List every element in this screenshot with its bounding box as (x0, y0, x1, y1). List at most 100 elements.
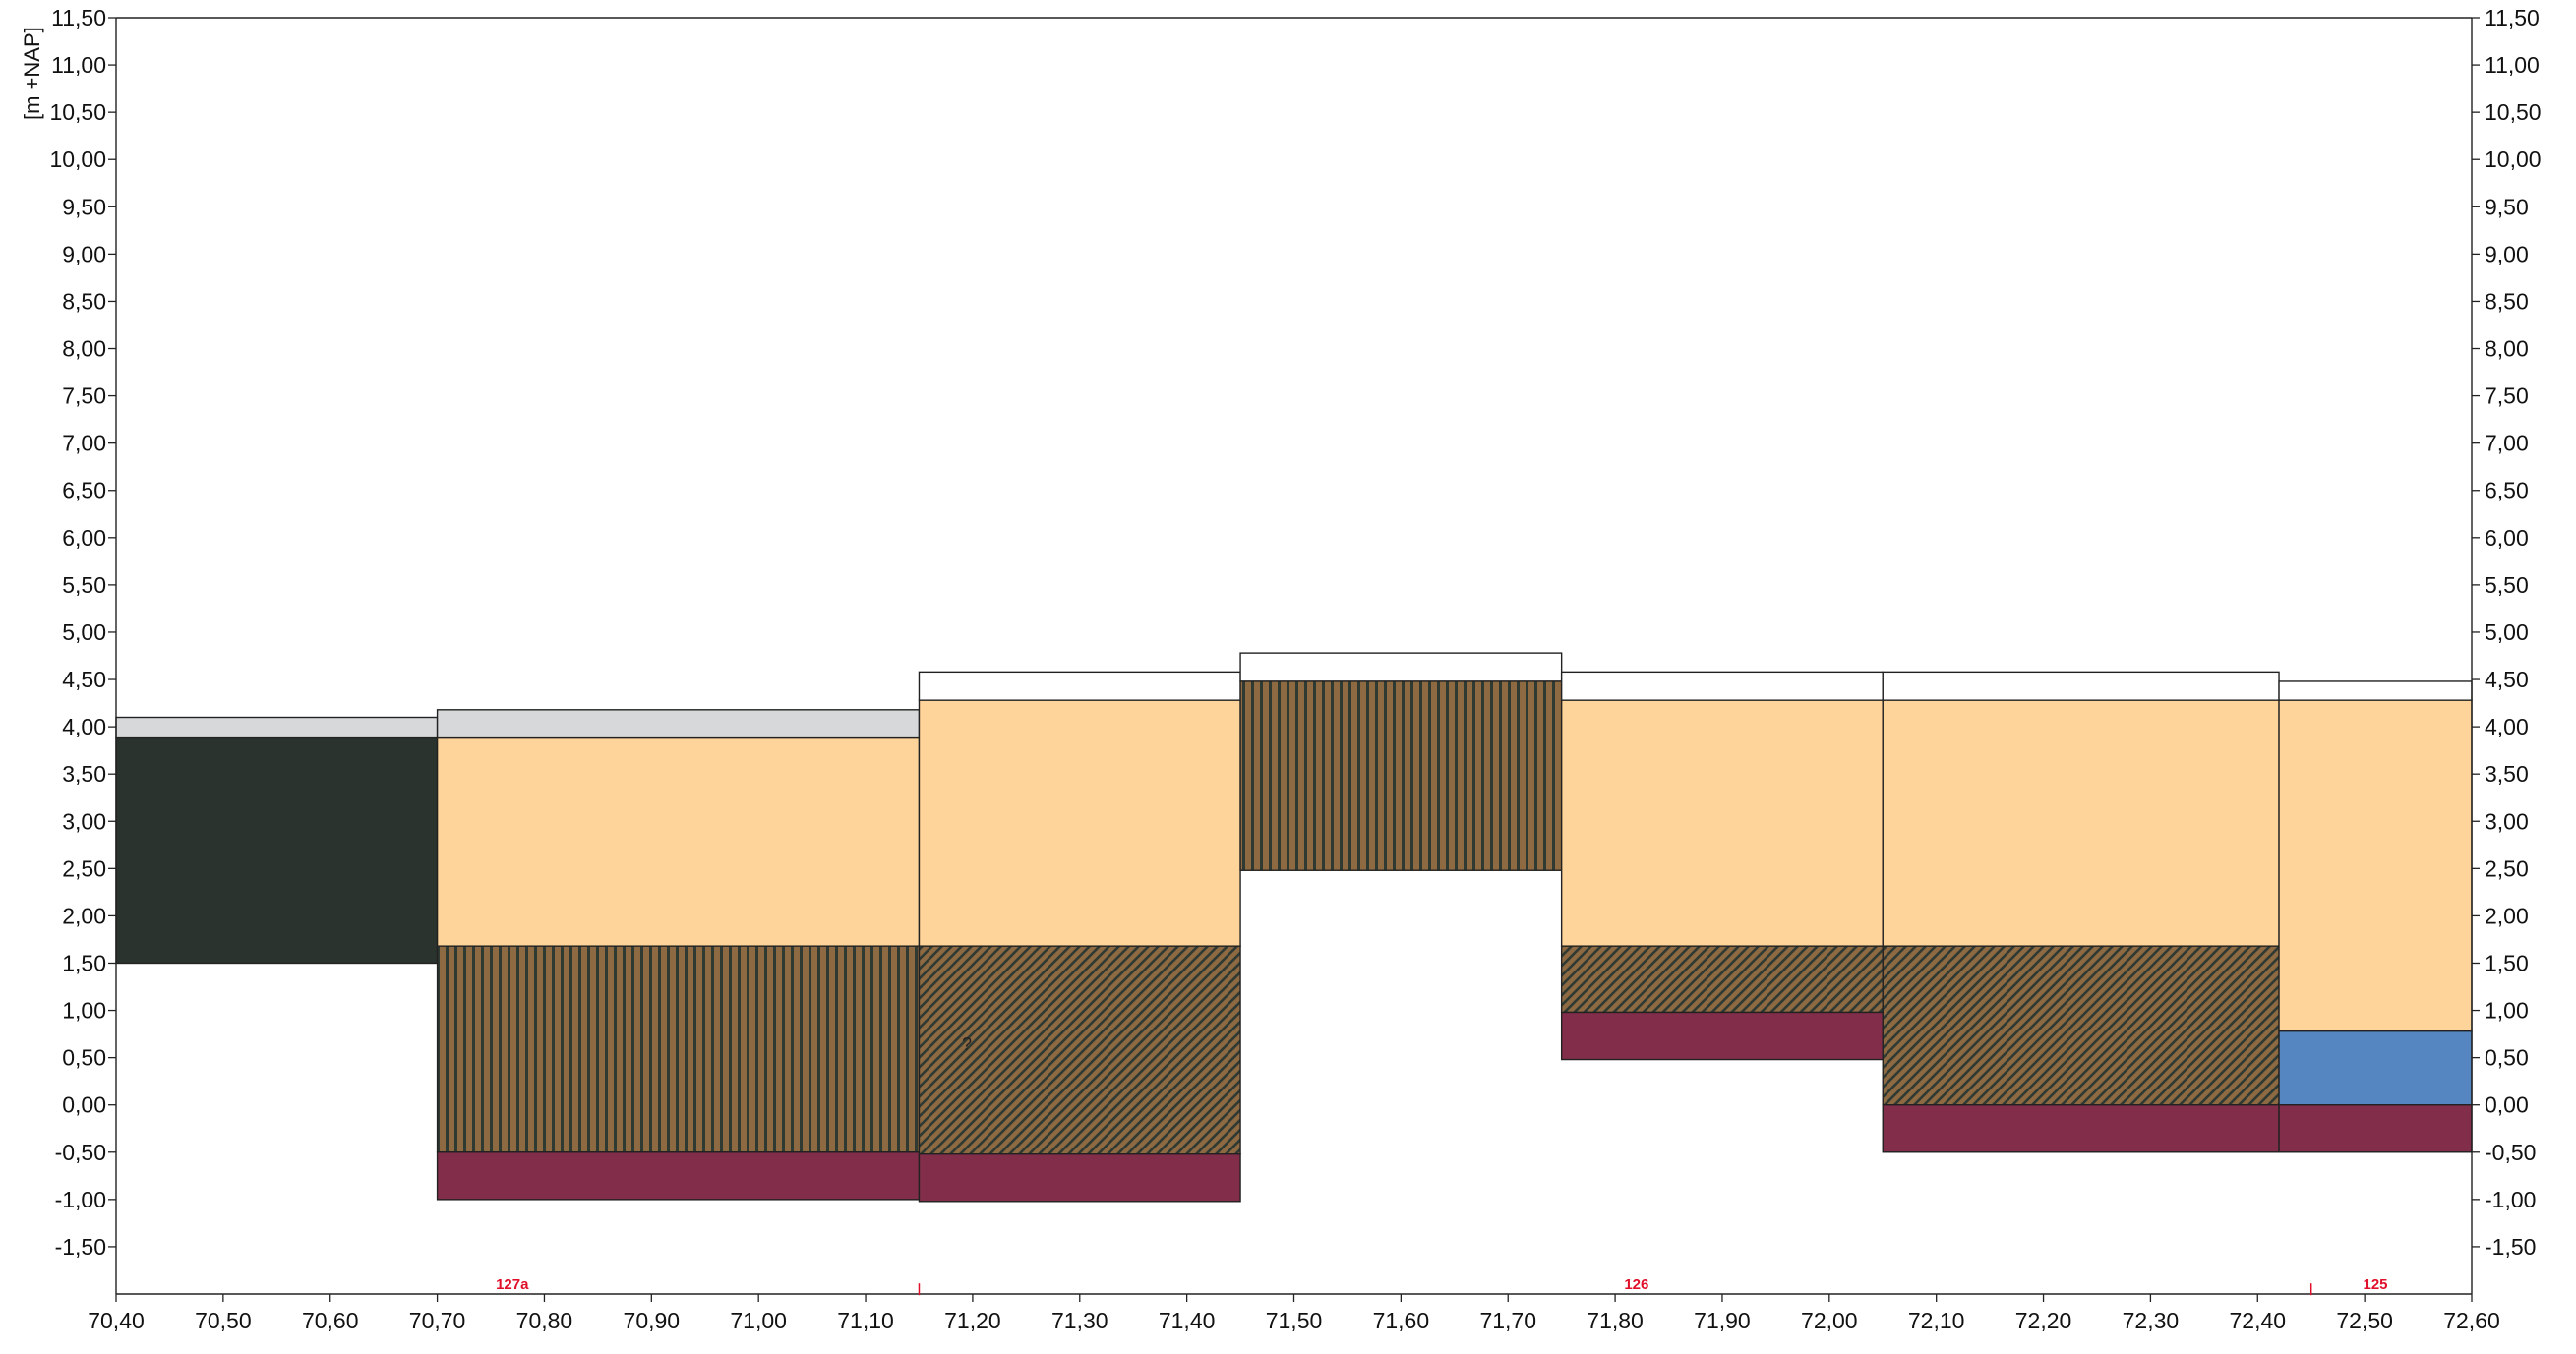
x-tick-label: 71,10 (837, 1308, 894, 1333)
profile-markers: 127a 126 125 (496, 1276, 2388, 1296)
y-tick-label-right: 5,00 (2485, 619, 2529, 645)
x-tick-label: 70,50 (195, 1308, 252, 1333)
layer-col7-4 (2278, 1104, 2473, 1153)
y-tick-label-left: -1,50 (55, 1234, 106, 1260)
y-tick-label-left: -1,00 (55, 1187, 106, 1212)
layer-col1-2 (115, 736, 439, 965)
layer-col5-3 (1560, 945, 1884, 1014)
y-axis-label: [m +NAP] (20, 27, 44, 120)
x-tick-label: 71,50 (1266, 1308, 1323, 1333)
y-tick-label-right: -1,50 (2485, 1234, 2536, 1260)
y-tick-label-left: 5,00 (62, 619, 106, 645)
layer-col7-1 (2278, 680, 2473, 701)
layer-col6-3 (1882, 945, 2280, 1106)
y-tick-label-right: 11,00 (2485, 52, 2540, 78)
y-tick-label-left: 6,00 (62, 525, 106, 551)
y-tick-label-left: 9,00 (62, 241, 106, 266)
y-tick-label-right: -1,00 (2485, 1187, 2536, 1212)
soil-layers: ? (115, 652, 2473, 1203)
y-tick-label-left: 7,00 (62, 431, 106, 456)
x-tick-label: 71,80 (1587, 1308, 1644, 1333)
x-tick-label: 72,10 (1908, 1308, 1965, 1333)
layer-col6-2 (1882, 699, 2280, 947)
layer-col6-1 (1882, 671, 2280, 701)
annotation-1: ? (962, 1034, 972, 1054)
x-tick-label: 72,60 (2443, 1308, 2500, 1333)
y-tick-label-right: 4,00 (2485, 714, 2529, 739)
y-tick-label-left: 1,50 (62, 950, 106, 975)
x-tick-label: 72,20 (2015, 1308, 2072, 1333)
y-tick-label-right: -0,50 (2485, 1140, 2536, 1165)
x-tick-label: 70,70 (409, 1308, 466, 1333)
layer-col6-4 (1882, 1104, 2280, 1153)
layer-col3-2 (918, 699, 1241, 947)
y-tick-label-right: 10,50 (2485, 99, 2542, 125)
y-tick-label-left: 3,00 (62, 808, 106, 834)
layer-col4-2 (1239, 680, 1563, 871)
y-tick-label-left: 3,50 (62, 761, 106, 787)
x-tick-label: 71,30 (1051, 1308, 1108, 1333)
layer-col1-1 (115, 716, 439, 739)
x-tick-label: 71,70 (1479, 1308, 1536, 1333)
y-tick-label-left: 11,00 (51, 52, 106, 78)
marker-label-127a: 127a (496, 1276, 529, 1293)
y-tick-label-right: 0,50 (2485, 1045, 2529, 1071)
x-tick-label: 70,90 (624, 1308, 681, 1333)
layer-col5-2 (1560, 699, 1884, 947)
y-tick-label-left: 5,50 (62, 572, 106, 598)
y-tick-label-right: 11,50 (2485, 5, 2540, 30)
x-tick-label: 70,40 (88, 1308, 145, 1333)
x-tick-label: 71,60 (1373, 1308, 1430, 1333)
y-tick-label-left: 8,50 (62, 288, 106, 314)
y-tick-label-left: 7,50 (62, 383, 106, 409)
y-tick-label-left: 0,00 (62, 1092, 106, 1118)
layer-col4-1 (1239, 652, 1563, 682)
layer-col2-2 (436, 736, 921, 947)
y-tick-label-left: 2,00 (62, 903, 106, 928)
x-tick-label: 71,40 (1159, 1308, 1216, 1333)
y-tick-label-left: 2,50 (62, 855, 106, 881)
y-tick-label-right: 6,50 (2485, 478, 2529, 503)
marker-label-125: 125 (2364, 1276, 2388, 1293)
y-tick-label-right: 7,00 (2485, 431, 2529, 456)
x-tick-label: 72,30 (2123, 1308, 2180, 1333)
layer-col5-4 (1560, 1011, 1884, 1061)
x-tick-label: 72,50 (2336, 1308, 2393, 1333)
layer-col2-4 (436, 1151, 921, 1201)
y-tick-label-left: 8,00 (62, 336, 106, 362)
y-tick-label-left: 0,50 (62, 1045, 106, 1071)
y-tick-label-right: 7,50 (2485, 383, 2529, 409)
y-tick-label-left: 6,50 (62, 478, 106, 503)
y-tick-label-right: 9,50 (2485, 194, 2529, 219)
y-tick-label-right: 8,00 (2485, 336, 2529, 362)
x-tick-label: 71,00 (730, 1308, 787, 1333)
y-tick-label-left: 4,00 (62, 714, 106, 739)
x-tick-label: 71,20 (944, 1308, 1001, 1333)
layer-col7-2 (2278, 699, 2473, 1032)
y-tick-label-left: 10,00 (49, 147, 106, 172)
layer-col3-3 (918, 945, 1241, 1155)
y-tick-label-right: 5,50 (2485, 572, 2529, 598)
y-tick-label-right: 2,50 (2485, 855, 2529, 881)
axes: 11,50 11,50 11,00 11,00 10,50 10,50 10,00 10,00… (49, 5, 2541, 1333)
y-tick-label-right: 1,00 (2485, 998, 2529, 1024)
y-tick-label-right: 8,50 (2485, 288, 2529, 314)
layer-col3-1 (918, 671, 1241, 701)
x-tick-label: 72,40 (2229, 1308, 2286, 1333)
x-tick-label: 72,00 (1801, 1308, 1858, 1333)
y-tick-label-left: 10,50 (49, 99, 106, 125)
y-tick-label-right: 10,00 (2485, 147, 2542, 172)
x-tick-label: 70,80 (516, 1308, 573, 1333)
y-tick-label-right: 2,00 (2485, 903, 2529, 928)
y-tick-label-left: 4,50 (62, 667, 106, 692)
y-tick-label-right: 3,00 (2485, 808, 2529, 834)
y-tick-label-right: 4,50 (2485, 667, 2529, 692)
layer-col3-4 (918, 1153, 1241, 1203)
layer-col2-3 (436, 945, 921, 1153)
y-tick-label-left: 11,50 (51, 5, 106, 30)
layer-col5-1 (1560, 671, 1884, 701)
layer-col2-1 (436, 709, 921, 739)
layer-col7-3 (2278, 1030, 2473, 1106)
y-tick-label-left: 1,00 (62, 998, 106, 1024)
